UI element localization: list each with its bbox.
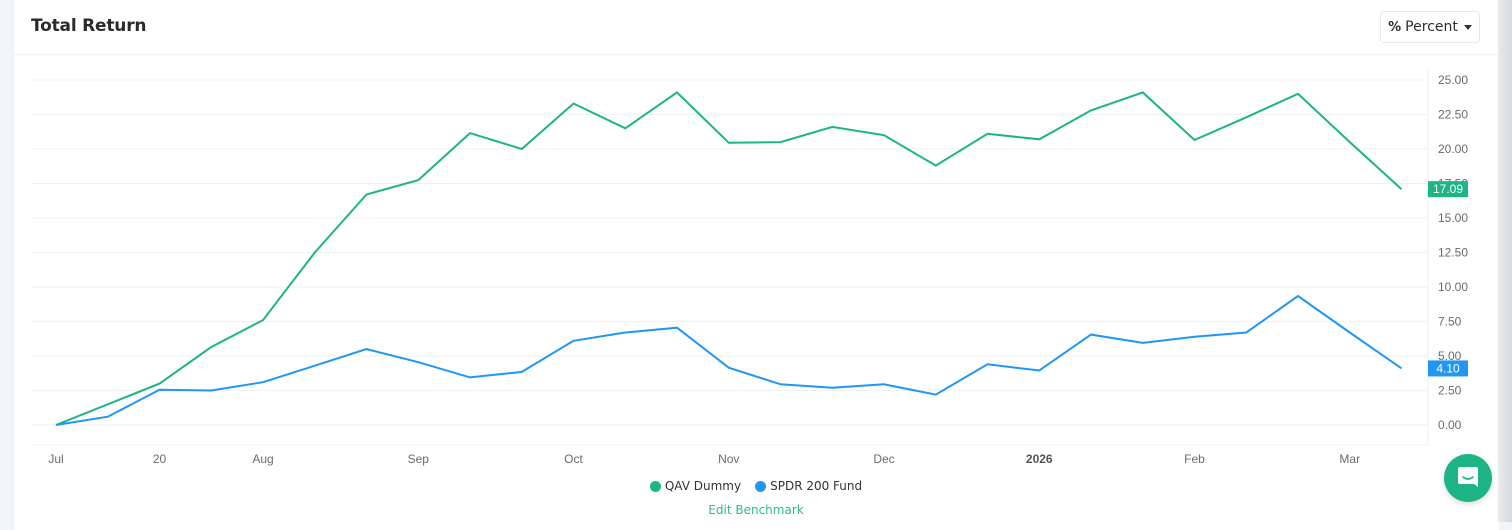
y-tick-label: 20.00 [1438, 142, 1468, 156]
legend-item-qav-dummy[interactable]: QAV Dummy [649, 479, 742, 493]
chevron-down-icon [1463, 25, 1472, 30]
card-title: Total Return [31, 16, 147, 36]
last-value-badge [1428, 181, 1468, 198]
legend-label-qav-dummy: QAV Dummy [664, 479, 742, 493]
x-tick-label: Feb [1184, 452, 1205, 466]
legend-dot-spdr-200-fund [755, 480, 767, 492]
y-tick-label: 15.00 [1438, 211, 1468, 225]
y-tick-label: 7.50 [1438, 315, 1462, 329]
series-line-spdr-200-fund [55, 294, 1403, 426]
y-tick-label: 22.50 [1438, 108, 1468, 122]
x-tick-label: Oct [564, 452, 583, 466]
total-return-chart: 0.002.505.007.5010.0012.5015.0017.5020.0… [32, 70, 1468, 466]
chat-icon [1458, 467, 1478, 487]
scrollbar-gutter [1498, 0, 1512, 522]
x-tick-label: Jul [48, 452, 63, 466]
last-value-badges: 17.09 4.10 [1428, 181, 1468, 377]
legend-dot-qav-dummy [649, 480, 661, 492]
card-header: Total Return % Percent [14, 0, 1499, 55]
chart-series [55, 91, 1403, 426]
percent-mode-dropdown[interactable]: % Percent [1380, 11, 1480, 43]
x-tick-label: Mar [1339, 452, 1360, 466]
x-tick-label: Nov [718, 452, 739, 466]
y-tick-label: 0.00 [1438, 418, 1462, 432]
y-tick-label: 12.50 [1438, 246, 1468, 260]
x-tick-label: Dec [873, 452, 894, 466]
y-tick-label: 5.00 [1438, 349, 1462, 363]
total-return-card: Total Return % Percent [13, 0, 1499, 530]
series-line-qav-dummy [55, 91, 1403, 426]
last-value-text: 17.09 [1433, 182, 1463, 196]
legend-label-spdr-200-fund: SPDR 200 Fund [770, 479, 863, 493]
x-tick-label: Sep [408, 452, 430, 466]
x-tick-label: Aug [252, 452, 273, 466]
percent-mode-label: Percent [1405, 19, 1458, 35]
percent-icon: % [1388, 19, 1402, 35]
chart-legend: QAV Dummy SPDR 200 Fund [0, 479, 1512, 493]
x-tick-label: 2026 [1026, 452, 1053, 466]
y-tick-label: 2.50 [1438, 384, 1462, 398]
y-tick-label: 10.00 [1438, 280, 1468, 294]
edit-benchmark-link[interactable]: Edit Benchmark [708, 503, 804, 517]
chat-support-button[interactable] [1444, 454, 1492, 502]
x-tick-label: 20 [153, 452, 167, 466]
y-tick-label: 25.00 [1438, 73, 1468, 87]
last-value-text: 4.10 [1436, 361, 1460, 375]
last-value-badge [1428, 360, 1468, 377]
legend-item-spdr-200-fund[interactable]: SPDR 200 Fund [755, 479, 862, 493]
y-axis-labels: 0.002.505.007.5010.0012.5015.0017.5020.0… [1438, 73, 1468, 432]
chart-gridlines [32, 79, 1428, 446]
x-axis-labels: Jul 20 Aug Sep Oct Nov Dec 2026 Feb Mar [48, 452, 1360, 466]
